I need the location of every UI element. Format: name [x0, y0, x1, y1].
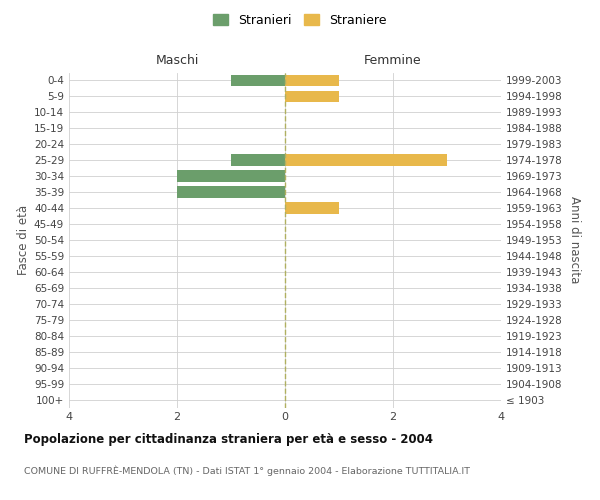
Bar — [231, 154, 285, 166]
Y-axis label: Fasce di età: Fasce di età — [17, 205, 30, 275]
Bar — [285, 90, 339, 102]
Bar — [285, 154, 447, 166]
Bar — [285, 74, 339, 86]
Text: Popolazione per cittadinanza straniera per età e sesso - 2004: Popolazione per cittadinanza straniera p… — [24, 432, 433, 446]
Text: Femmine: Femmine — [364, 54, 422, 67]
Bar — [231, 74, 285, 86]
Text: Maschi: Maschi — [155, 54, 199, 67]
Bar — [285, 202, 339, 214]
Bar — [177, 170, 285, 182]
Bar — [177, 186, 285, 198]
Legend: Stranieri, Straniere: Stranieri, Straniere — [208, 8, 392, 32]
Text: COMUNE DI RUFFRÈ-MENDOLA (TN) - Dati ISTAT 1° gennaio 2004 - Elaborazione TUTTIT: COMUNE DI RUFFRÈ-MENDOLA (TN) - Dati IST… — [24, 466, 470, 476]
Y-axis label: Anni di nascita: Anni di nascita — [568, 196, 581, 284]
